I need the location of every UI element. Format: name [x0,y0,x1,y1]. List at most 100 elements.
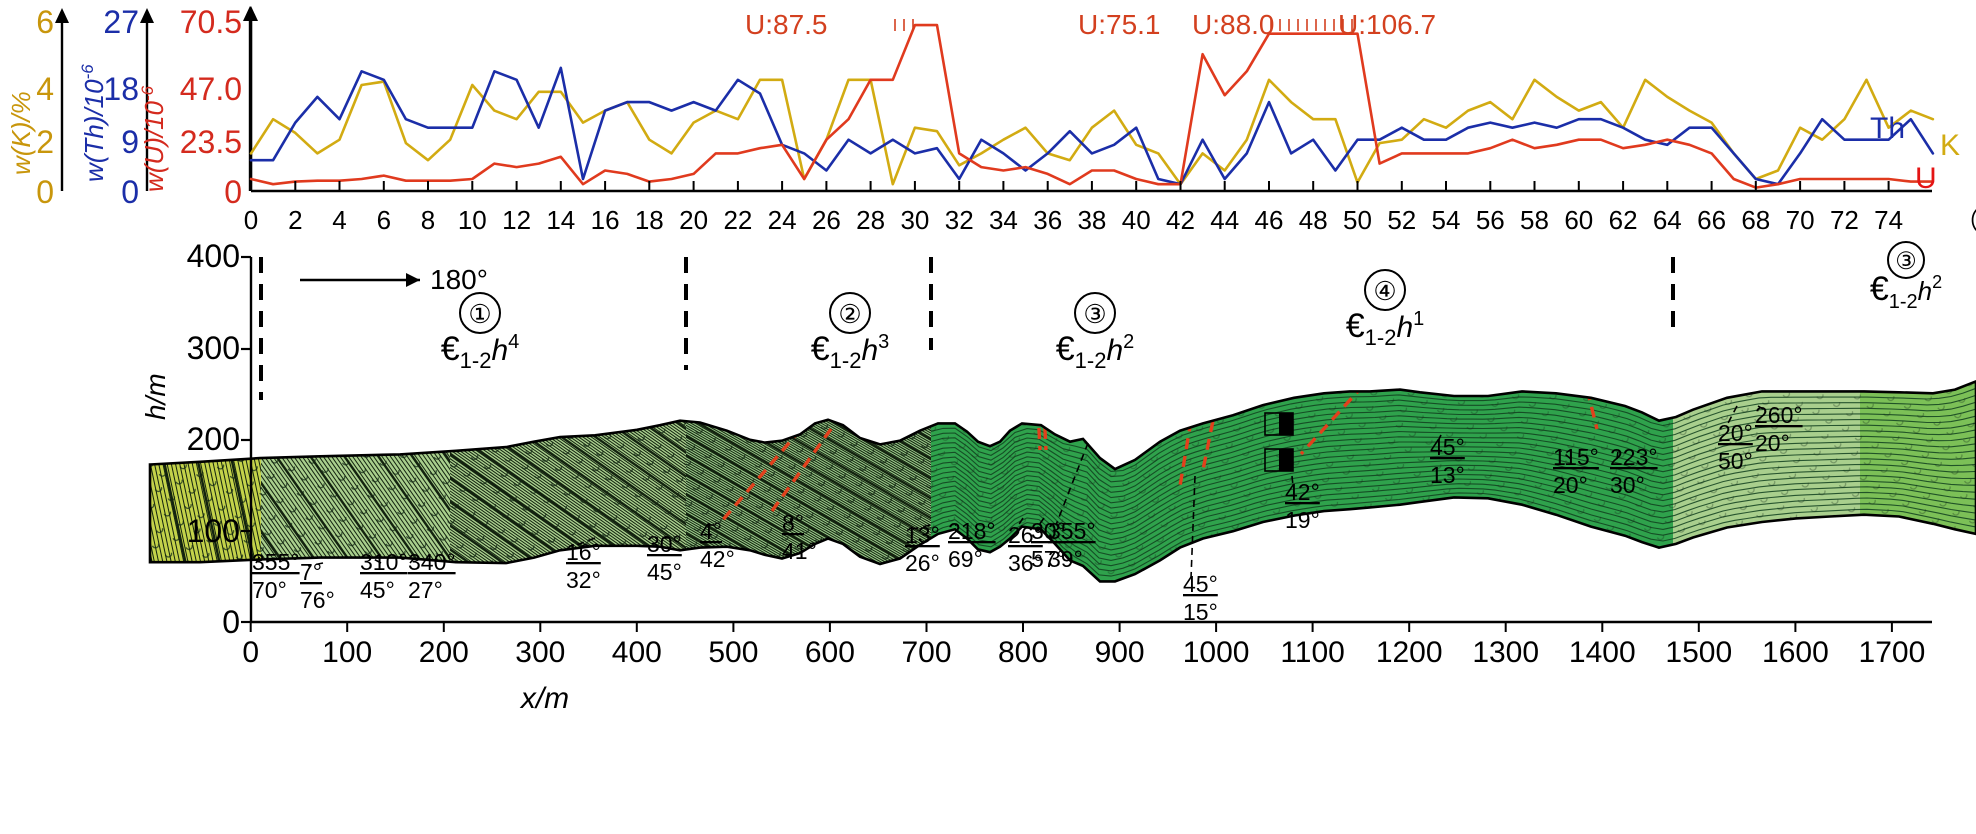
svg-text:20°: 20° [1718,420,1753,446]
svg-text:48: 48 [1299,205,1328,235]
svg-text:U: U [1915,162,1937,195]
svg-text:13°: 13° [905,522,940,548]
svg-text:45°: 45° [647,559,682,585]
svg-text:300: 300 [187,330,240,366]
svg-text:300: 300 [515,636,565,669]
svg-text:355°: 355° [1048,518,1096,544]
svg-text:Th: Th [1870,112,1905,145]
svg-text:42: 42 [1166,205,1195,235]
svg-text:76°: 76° [300,587,335,613]
svg-text:50°: 50° [1718,448,1753,474]
svg-text:400: 400 [187,238,240,274]
svg-text:0: 0 [121,174,139,210]
svg-text:20: 20 [679,205,708,235]
svg-text:52: 52 [1387,205,1416,235]
svg-text:1300: 1300 [1472,636,1539,669]
svg-text:100: 100 [187,513,240,549]
svg-text:12: 12 [502,205,531,235]
svg-text:1500: 1500 [1665,636,1732,669]
svg-text:w(U)/10-6: w(U)/10-6 [138,85,169,192]
svg-text:218°: 218° [948,518,996,544]
svg-text:U:87.5: U:87.5 [745,9,828,40]
svg-text:68: 68 [1741,205,1770,235]
svg-text:30°: 30° [647,531,682,557]
svg-text:22: 22 [723,205,752,235]
svg-text:6: 6 [36,4,54,40]
svg-text:1400: 1400 [1569,636,1636,669]
svg-text:45°: 45° [1430,434,1465,460]
svg-text:47.0: 47.0 [180,71,242,107]
svg-text:72: 72 [1830,205,1859,235]
svg-text:74: 74 [1874,205,1903,235]
svg-text:0: 0 [222,604,240,640]
svg-text:2: 2 [36,124,54,160]
svg-text:260°: 260° [1755,402,1803,428]
svg-text:69°: 69° [948,546,983,572]
svg-text:30: 30 [900,205,929,235]
svg-text:1000: 1000 [1183,636,1250,669]
svg-text:32: 32 [945,205,974,235]
svg-text:355°: 355° [252,549,300,575]
svg-text:27°: 27° [408,577,443,603]
svg-text:4: 4 [332,205,346,235]
svg-text:115°: 115° [1553,444,1599,470]
svg-text:24: 24 [768,205,797,235]
svg-text:20°: 20° [1755,430,1790,456]
svg-text:h/m: h/m [140,373,171,420]
svg-text:70: 70 [1786,205,1815,235]
svg-text:14: 14 [546,205,575,235]
svg-text:1100: 1100 [1280,636,1345,669]
svg-text:（点号）: （点号） [1955,208,1976,235]
svg-text:①: ① [468,299,491,329]
svg-text:38: 38 [1077,205,1106,235]
svg-text:U:75.1: U:75.1 [1078,9,1161,40]
svg-text:4°: 4° [700,518,722,544]
svg-text:10: 10 [458,205,487,235]
svg-text:58: 58 [1520,205,1549,235]
svg-text:0: 0 [224,174,242,210]
svg-text:w(Th)/10-6: w(Th)/10-6 [78,64,109,182]
svg-text:④: ④ [1373,276,1396,306]
svg-text:900: 900 [1095,636,1145,669]
svg-text:36: 36 [1033,205,1062,235]
svg-text:40: 40 [1122,205,1151,235]
svg-text:0: 0 [244,205,258,235]
svg-text:1200: 1200 [1376,636,1443,669]
svg-text:56: 56 [1476,205,1505,235]
svg-text:200: 200 [187,421,240,457]
svg-text:44: 44 [1210,205,1239,235]
svg-text:26°: 26° [905,550,940,576]
svg-text:42°: 42° [1285,479,1320,505]
svg-text:8: 8 [421,205,435,235]
svg-text:30°: 30° [1610,472,1645,498]
svg-text:60: 60 [1564,205,1593,235]
svg-text:19°: 19° [1285,507,1320,533]
svg-text:x/m: x/m [519,682,569,715]
svg-text:340°: 340° [408,549,456,575]
svg-text:400: 400 [612,636,662,669]
svg-text:20°: 20° [1553,472,1588,498]
svg-text:1700: 1700 [1859,636,1926,669]
svg-text:50: 50 [1343,205,1372,235]
svg-text:54: 54 [1432,205,1461,235]
svg-text:③: ③ [1083,299,1106,329]
svg-text:64: 64 [1653,205,1682,235]
svg-text:18: 18 [635,205,664,235]
svg-text:200: 200 [419,636,469,669]
svg-text:23.5: 23.5 [180,124,242,160]
svg-text:1600: 1600 [1762,636,1829,669]
svg-text:9: 9 [121,124,139,160]
svg-text:7°: 7° [300,559,322,585]
svg-text:K: K [1940,129,1960,162]
svg-text:6: 6 [377,205,391,235]
svg-text:U:88.0: U:88.0 [1192,9,1275,40]
svg-text:42°: 42° [700,546,735,572]
svg-text:223°: 223° [1610,444,1658,470]
svg-text:27: 27 [103,4,139,40]
svg-text:70°: 70° [252,577,287,603]
svg-text:8°: 8° [782,510,804,536]
svg-text:600: 600 [805,636,855,669]
svg-text:66: 66 [1697,205,1726,235]
svg-text:70.5: 70.5 [180,4,242,40]
svg-text:41°: 41° [782,538,817,564]
